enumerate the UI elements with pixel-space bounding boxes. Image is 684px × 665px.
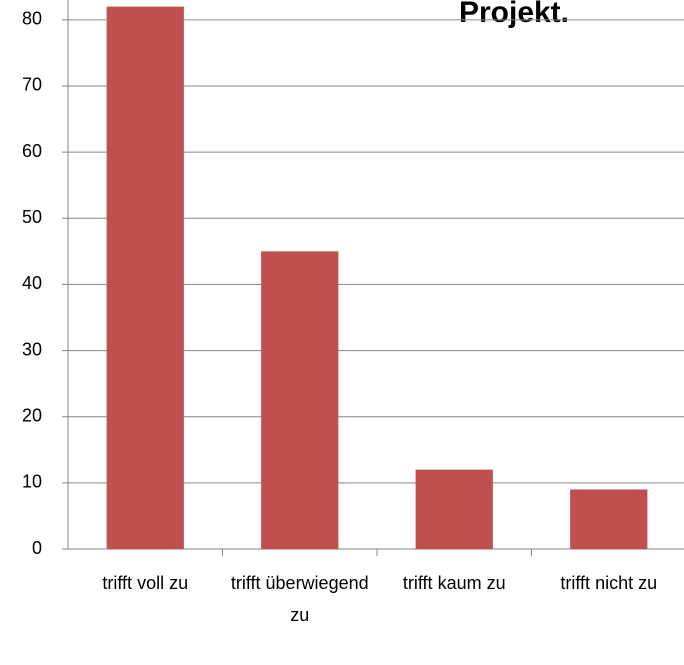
y-tick-label: 70 [22,75,42,95]
x-tick-label: trifft nicht zu [560,573,658,593]
y-tick-label: 0 [32,538,42,558]
x-tick-label: trifft überwiegend zu [230,573,369,625]
chart-title: Projekt. [459,0,569,29]
y-tick-label: 40 [22,273,42,293]
y-tick-label: 80 [22,9,42,29]
y-tick-label: 30 [22,339,42,359]
bar [415,469,493,549]
y-tick-label: 10 [22,472,42,492]
y-tick-label: 50 [22,207,42,227]
bar [106,6,184,550]
bar [570,489,648,549]
y-tick-label: 60 [22,141,42,161]
y-tick-label: 20 [22,405,42,425]
bar [261,251,339,549]
x-tick-label: trifft voll zu [102,573,189,593]
x-tick-label: trifft kaum zu [402,573,506,593]
